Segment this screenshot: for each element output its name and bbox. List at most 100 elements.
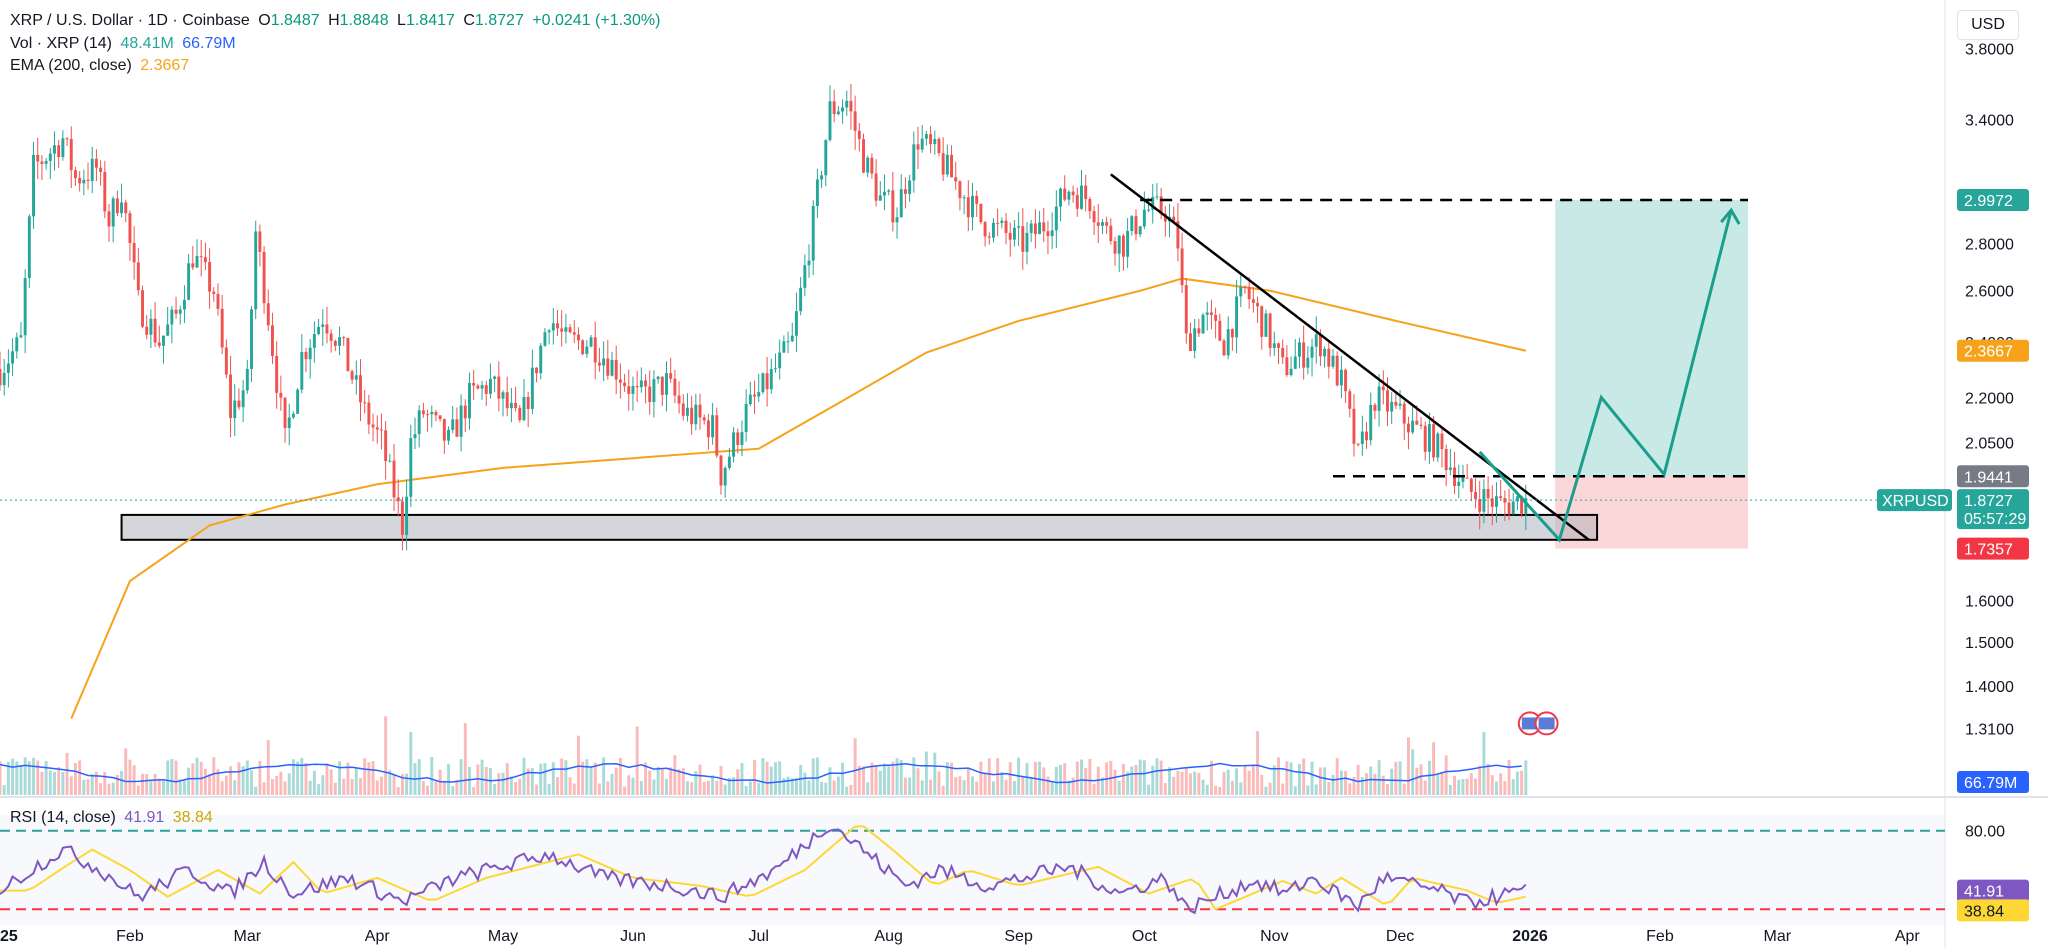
candle-body: [237, 400, 241, 408]
rsi-tag: [1957, 879, 2029, 902]
volume-bar: [317, 784, 321, 795]
candle-body: [11, 351, 15, 364]
volume-bar: [258, 760, 262, 795]
candle-body: [153, 318, 157, 343]
candle-body: [656, 376, 660, 380]
candle-body: [1386, 390, 1389, 412]
ema-label[interactable]: EMA (200, close): [10, 57, 132, 74]
candle-body: [19, 335, 23, 338]
candle-body: [417, 410, 421, 435]
flag-icon: [1538, 717, 1555, 730]
volume-bar: [82, 779, 86, 795]
high-value: 1.8848: [339, 12, 389, 29]
candle-body: [262, 251, 266, 304]
volume-bar: [996, 758, 1000, 795]
candle-body: [1209, 312, 1213, 315]
candle-body: [1038, 222, 1042, 235]
candle-body: [220, 308, 224, 348]
candle-body: [924, 134, 928, 139]
volume-bar: [862, 766, 865, 795]
candle-body: [107, 211, 111, 227]
volume-bar: [1239, 782, 1243, 795]
volume-ma-path: [0, 762, 1522, 784]
candle-body: [304, 351, 308, 360]
candle-body: [577, 334, 580, 341]
time-tick: 2025: [0, 928, 18, 945]
candle-body: [1151, 196, 1155, 210]
price-axis[interactable]: 3.80003.40002.80002.60002.40002.20002.05…: [1965, 42, 2014, 841]
volume-bar: [602, 757, 606, 795]
candle-body: [1008, 232, 1012, 240]
candle-body: [1029, 223, 1033, 233]
volume-bar: [497, 773, 501, 795]
candle-body: [1436, 433, 1440, 458]
volume-bar: [593, 762, 597, 795]
volume-bar: [1260, 774, 1264, 795]
candle-body: [887, 190, 891, 192]
ema-value: 2.3667: [140, 57, 190, 74]
volume-label[interactable]: Vol · XRP (14): [10, 35, 112, 52]
candle-body: [1222, 340, 1226, 356]
volume-bar: [237, 762, 241, 795]
volume-bar: [1335, 758, 1339, 795]
candle-body: [895, 217, 899, 223]
volume-bar: [1457, 779, 1461, 795]
time-axis[interactable]: 2025 Feb Mar Apr May Jun Jul Aug Sep Oct Nov Dec 202…: [0, 928, 1920, 945]
volume-bar: [220, 781, 224, 795]
candle-body: [124, 202, 128, 214]
candle-body: [1381, 386, 1385, 391]
volume-bar: [1209, 760, 1213, 795]
volume-bar: [162, 780, 165, 795]
volume-bar: [614, 767, 618, 795]
volume-bar: [61, 772, 65, 795]
volume-bar: [975, 781, 979, 795]
candle-body: [1285, 357, 1289, 376]
candle-body: [774, 368, 777, 370]
candle-body: [648, 386, 652, 403]
candle-body: [27, 216, 31, 279]
symbol-line[interactable]: XRP / U.S. Dollar · 1D · Coinbase: [10, 12, 250, 29]
candle-body: [1515, 496, 1519, 502]
candles: [0, 83, 1528, 551]
candle-body: [853, 111, 857, 131]
volume-bar: [685, 781, 689, 795]
candle-body: [1088, 199, 1092, 212]
candle-body: [317, 326, 321, 335]
volume-bar: [1147, 784, 1151, 795]
candle-body: [790, 335, 794, 342]
volume-bar: [1310, 761, 1314, 795]
candle-body: [1059, 188, 1062, 207]
volume-bar: [1134, 764, 1138, 795]
volume-bar: [1189, 773, 1192, 795]
volume-bar: [1297, 763, 1301, 795]
candle-body: [941, 153, 945, 175]
support-box[interactable]: [120, 513, 1599, 541]
currency-selector[interactable]: USD: [1957, 10, 2019, 40]
volume-bar: [1377, 760, 1381, 795]
volume-bar: [2, 785, 6, 795]
candle-body: [631, 386, 635, 394]
volume-bar: [296, 761, 300, 795]
volume-bar: [648, 770, 652, 795]
time-tick: May: [488, 928, 518, 945]
volume-bar: [103, 772, 107, 795]
candle-body: [1176, 221, 1180, 249]
volume-bar: [715, 780, 719, 795]
volume-bar: [924, 751, 928, 795]
volume-bar: [254, 786, 258, 795]
volume-bar: [845, 786, 849, 795]
candle-body: [1092, 211, 1096, 223]
volume-bar: [141, 773, 144, 795]
volume-bar: [958, 776, 962, 795]
drawings[interactable]: [0, 173, 1945, 736]
time-tick: Feb: [116, 928, 144, 945]
volume-value: 48.41M: [120, 35, 174, 52]
rsi-label[interactable]: RSI (14, close): [10, 809, 116, 826]
candle-body: [32, 154, 36, 217]
volume-bar: [560, 758, 564, 795]
candle-body: [715, 415, 719, 456]
candle-body: [1406, 423, 1410, 433]
candle-body: [723, 467, 727, 486]
candle-body: [1482, 489, 1486, 512]
